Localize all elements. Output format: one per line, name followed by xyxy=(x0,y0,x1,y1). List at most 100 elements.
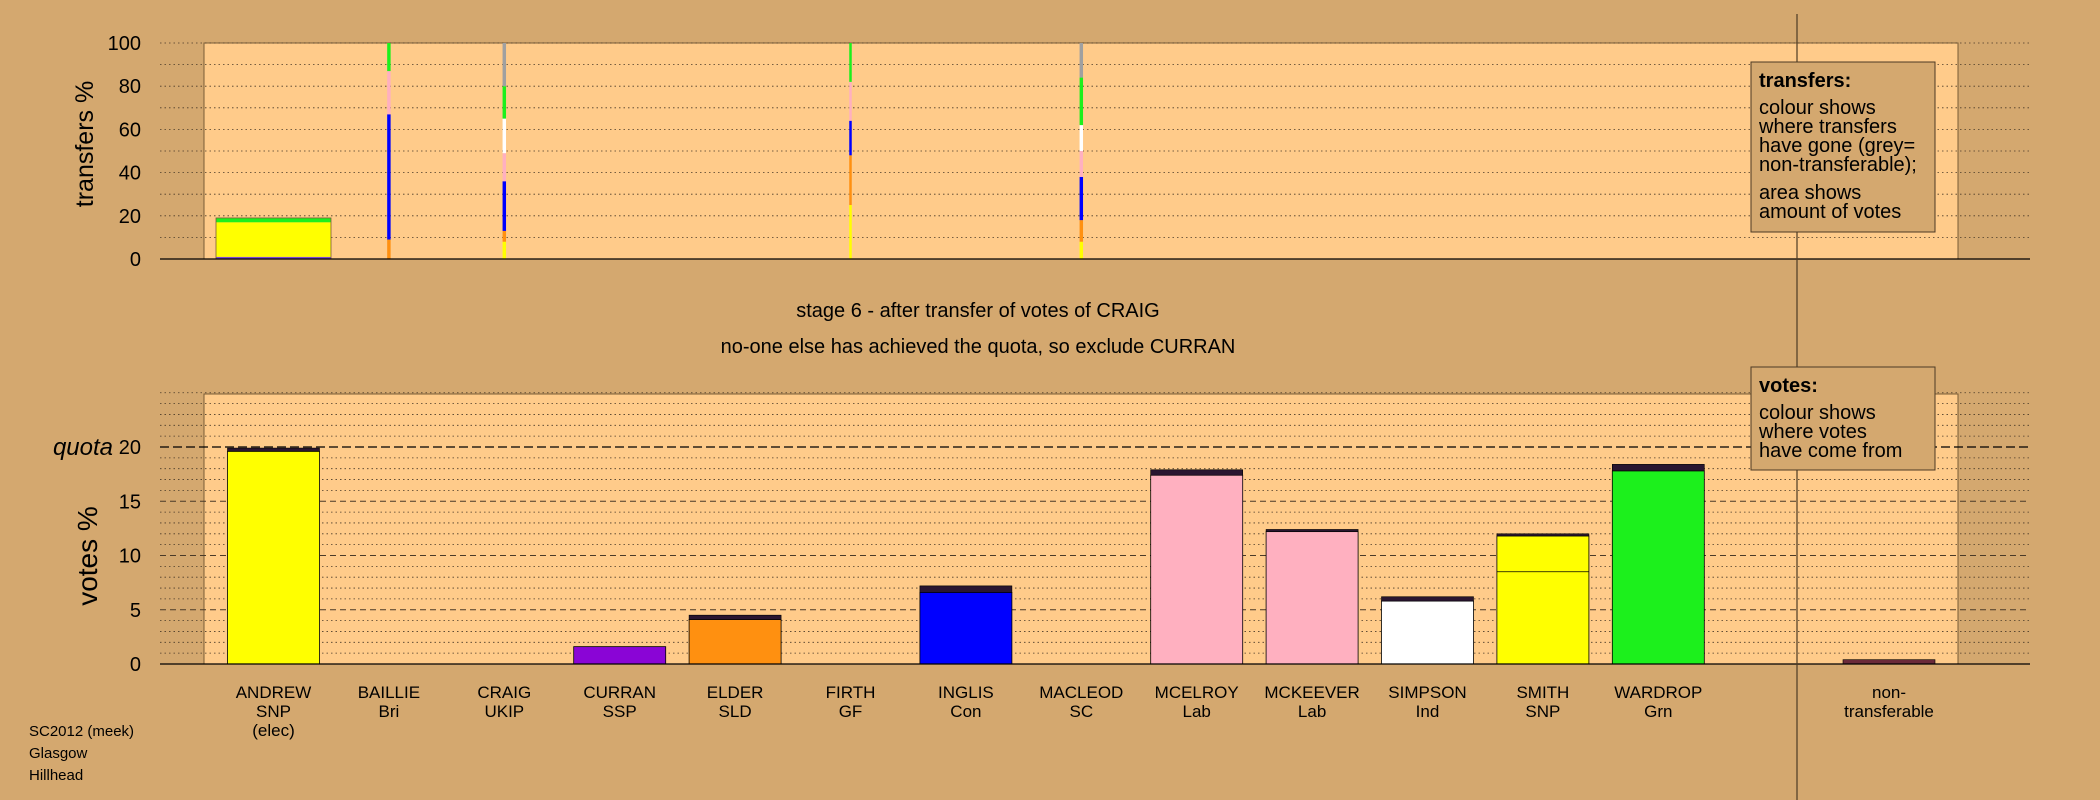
transfers-ytick: 100 xyxy=(108,33,141,55)
transfer-segment-firth xyxy=(849,155,852,205)
transfer-segment-andrew xyxy=(216,217,331,223)
votes-ytick: 0 xyxy=(130,654,141,676)
vote-bar-mckeever xyxy=(1265,531,1359,665)
transfers-ytick: 80 xyxy=(119,76,141,98)
x-tick-label: ELDER xyxy=(707,683,764,702)
x-tick-label: ANDREW xyxy=(236,683,312,702)
vote-bar-mcelroy xyxy=(1150,474,1244,665)
transfer-segment-baillie xyxy=(387,43,391,72)
transfer-segment-firth xyxy=(849,205,852,259)
stage-subtitle: no-one else has achieved the quota, so e… xyxy=(721,336,1236,358)
transfers-ytick: 40 xyxy=(119,163,141,185)
votes-legend-line: have come from xyxy=(1759,440,1902,462)
transfer-segment-firth xyxy=(849,120,852,156)
x-tick-label: (elec) xyxy=(252,721,295,740)
x-tick-label: INGLIS xyxy=(938,683,994,702)
x-tick-label: FIRTH xyxy=(826,683,876,702)
transfer-segment-firth xyxy=(849,81,852,121)
transfer-segment-andrew xyxy=(216,256,331,259)
x-tick-label: SLD xyxy=(719,702,752,721)
vote-bar-curran xyxy=(573,646,667,665)
transfers-ytick: 60 xyxy=(119,119,141,141)
x-tick-label: BAILLIE xyxy=(358,683,420,702)
transfers-legend: transfers: colour shows where transfers … xyxy=(1750,61,1936,233)
transfers-legend-line: non-transferable); xyxy=(1759,154,1917,176)
x-tick-label: SNP xyxy=(256,702,291,721)
x-tick-label: Lab xyxy=(1183,702,1211,721)
x-tick-label: SIMPSON xyxy=(1388,683,1466,702)
x-tick-label: MCELROY xyxy=(1155,683,1239,702)
vote-bar-inglis xyxy=(919,591,1013,665)
x-tick-label: SMITH xyxy=(1516,683,1569,702)
x-tick-label: SSP xyxy=(603,702,637,721)
transfers-legend-line: area shows xyxy=(1759,182,1861,204)
transfers-legend-line: amount of votes xyxy=(1759,201,1901,223)
x-tick-label: MACLEOD xyxy=(1039,683,1123,702)
x-tick-label: Lab xyxy=(1298,702,1326,721)
x-tick-label-nontransferable: non- xyxy=(1872,683,1906,702)
vote-bar-transfers-mcelroy xyxy=(1150,469,1243,476)
transfer-segment-andrew xyxy=(216,222,331,257)
votes-legend-heading: votes: xyxy=(1759,375,1818,397)
votes-ytick: 5 xyxy=(130,600,141,622)
transfer-segment-craig xyxy=(502,153,507,182)
x-tick-label: SNP xyxy=(1525,702,1560,721)
transfer-segment-craig xyxy=(502,181,507,231)
vote-bar-transfers-elder xyxy=(688,614,782,620)
votes-ytick: 15 xyxy=(119,491,141,513)
vote-bar-nontransferable xyxy=(1842,659,1936,665)
transfer-segment-baillie xyxy=(387,114,391,240)
x-tick-label: CRAIG xyxy=(477,683,531,702)
transfer-segment-craig xyxy=(502,241,507,259)
x-tick-label: CURRAN xyxy=(583,683,656,702)
transfer-segment-macleod xyxy=(1079,125,1084,151)
x-tick-label: Grn xyxy=(1644,702,1672,721)
quota-label: quota xyxy=(53,434,113,461)
transfer-segment-firth xyxy=(849,43,852,82)
transfer-segment-macleod xyxy=(1079,151,1084,177)
vote-bar-smith xyxy=(1496,535,1590,665)
vote-bar-wardrop xyxy=(1611,470,1705,665)
footer-line-2: Glasgow xyxy=(29,745,88,762)
transfer-segment-craig xyxy=(502,230,507,242)
transfer-segment-macleod xyxy=(1079,220,1084,242)
transfers-ytick: 20 xyxy=(119,206,141,228)
transfers-ylabel: transfers % xyxy=(71,81,99,207)
footer-line-1: SC2012 (meek) xyxy=(29,723,134,740)
vote-bar-transfers-inglis xyxy=(919,585,1013,593)
x-tick-label: GF xyxy=(839,702,863,721)
footer-line-3: Hillhead xyxy=(29,767,83,784)
transfer-segment-macleod xyxy=(1079,241,1084,259)
transfers-legend-line: have gone (grey= xyxy=(1759,135,1915,157)
transfer-segment-craig xyxy=(502,118,507,154)
transfer-segment-craig xyxy=(502,43,507,87)
votes-legend-line: colour shows xyxy=(1759,402,1876,424)
vote-bar-transfers-andrew xyxy=(227,447,320,452)
x-tick-label: Ind xyxy=(1416,702,1440,721)
transfer-segment-macleod xyxy=(1079,77,1084,126)
votes-ytick: 10 xyxy=(119,546,141,568)
vote-bar-simpson xyxy=(1381,600,1474,665)
votes-legend-line: where votes xyxy=(1758,421,1867,443)
x-tick-label: Con xyxy=(950,702,981,721)
transfers-legend-line: where transfers xyxy=(1758,116,1897,138)
vote-bar-transfers-smith xyxy=(1496,533,1590,537)
vote-bar-andrew xyxy=(227,450,320,665)
x-tick-label: Bri xyxy=(379,702,400,721)
transfers-legend-line: colour shows xyxy=(1759,97,1876,119)
transfer-segment-macleod xyxy=(1079,176,1084,221)
transfer-segment-macleod xyxy=(1079,43,1084,78)
votes-legend: votes: colour shows where votes have com… xyxy=(1750,366,1936,471)
transfer-segment-baillie xyxy=(387,71,391,115)
vote-bar-transfers-wardrop xyxy=(1612,464,1705,472)
x-tick-label: SC xyxy=(1069,702,1093,721)
vote-bar-transfers-simpson xyxy=(1381,596,1474,602)
votes-ytick: 20 xyxy=(119,437,141,459)
x-tick-label: UKIP xyxy=(484,702,524,721)
transfer-segment-baillie xyxy=(387,239,391,259)
stage-title: stage 6 - after transfer of votes of CRA… xyxy=(796,300,1160,322)
vote-bar-transfers-mckeever xyxy=(1265,529,1359,532)
transfers-ytick: 0 xyxy=(130,249,141,271)
